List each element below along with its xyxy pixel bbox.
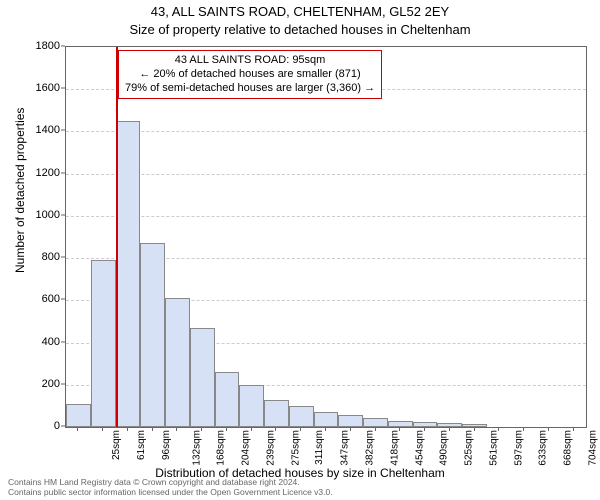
x-tick-mark xyxy=(573,427,574,431)
annotation-line1: 43 ALL SAINTS ROAD: 95sqm xyxy=(125,54,375,68)
x-tick-mark xyxy=(325,427,326,431)
x-tick-label: 597sqm xyxy=(513,430,524,466)
x-tick-mark xyxy=(251,427,252,431)
x-tick-label: 275sqm xyxy=(290,430,301,466)
y-tick-mark xyxy=(61,172,65,173)
y-tick-label: 600 xyxy=(10,293,60,305)
annotation-line2: ← 20% of detached houses are smaller (87… xyxy=(125,68,375,82)
y-tick-mark xyxy=(61,130,65,131)
x-tick-mark xyxy=(226,427,227,431)
histogram-bar xyxy=(338,415,363,427)
x-tick-mark xyxy=(449,427,450,431)
x-tick-label: 311sqm xyxy=(314,430,325,465)
x-tick-mark xyxy=(474,427,475,431)
footer-attribution: Contains HM Land Registry data © Crown c… xyxy=(8,478,333,498)
y-tick-mark xyxy=(61,383,65,384)
y-tick-label: 1600 xyxy=(10,82,60,94)
x-tick-mark xyxy=(350,427,351,431)
y-tick-mark xyxy=(61,426,65,427)
x-tick-label: 668sqm xyxy=(563,430,574,466)
x-tick-label: 61sqm xyxy=(136,430,147,460)
x-tick-mark xyxy=(275,427,276,431)
histogram-bar xyxy=(215,372,240,427)
plot-area xyxy=(65,46,587,428)
y-tick-mark xyxy=(61,341,65,342)
histogram-bar xyxy=(165,298,190,427)
annotation-line3: 79% of semi-detached houses are larger (… xyxy=(125,82,375,96)
x-tick-mark xyxy=(127,427,128,431)
histogram-bar xyxy=(437,423,462,427)
histogram-bar xyxy=(314,412,339,427)
y-tick-mark xyxy=(61,46,65,47)
y-axis-label: Number of detached properties xyxy=(13,213,27,273)
x-tick-label: 204sqm xyxy=(241,430,252,466)
x-tick-mark xyxy=(300,427,301,431)
histogram-bar xyxy=(66,404,91,427)
histogram-bar xyxy=(190,328,215,427)
x-tick-mark xyxy=(399,427,400,431)
y-tick-label: 400 xyxy=(10,336,60,348)
histogram-bar xyxy=(462,424,487,427)
histogram-bar xyxy=(363,418,388,428)
histogram-bar xyxy=(140,243,165,427)
y-tick-mark xyxy=(61,88,65,89)
x-tick-mark xyxy=(523,427,524,431)
x-tick-label: 561sqm xyxy=(488,430,499,466)
x-tick-mark xyxy=(375,427,376,431)
gridline xyxy=(66,131,586,132)
x-tick-label: 454sqm xyxy=(414,430,425,466)
y-tick-mark xyxy=(61,299,65,300)
x-tick-label: 418sqm xyxy=(389,430,400,466)
x-tick-label: 347sqm xyxy=(340,430,351,466)
x-tick-mark xyxy=(548,427,549,431)
histogram-bar xyxy=(91,260,116,427)
x-tick-label: 132sqm xyxy=(191,430,202,466)
x-tick-label: 382sqm xyxy=(365,430,376,466)
x-tick-label: 96sqm xyxy=(161,430,172,460)
y-tick-label: 1200 xyxy=(10,167,60,179)
x-tick-mark xyxy=(77,427,78,431)
y-tick-label: 1000 xyxy=(10,209,60,221)
x-tick-label: 490sqm xyxy=(439,430,450,466)
marker-line xyxy=(116,47,118,427)
y-tick-label: 0 xyxy=(10,420,60,432)
y-tick-mark xyxy=(61,214,65,215)
footer-line2: Contains public sector information licen… xyxy=(8,488,333,498)
gridline xyxy=(66,216,586,217)
annotation-box: 43 ALL SAINTS ROAD: 95sqm ← 20% of detac… xyxy=(118,50,382,99)
histogram-bar xyxy=(116,121,141,427)
chart-title-sub: Size of property relative to detached ho… xyxy=(0,22,600,37)
x-tick-mark xyxy=(498,427,499,431)
x-tick-label: 239sqm xyxy=(266,430,277,466)
x-tick-label: 168sqm xyxy=(216,430,227,466)
y-tick-mark xyxy=(61,257,65,258)
histogram-bar xyxy=(264,400,289,427)
histogram-bar xyxy=(239,385,264,427)
x-tick-mark xyxy=(102,427,103,431)
y-tick-label: 200 xyxy=(10,378,60,390)
x-tick-label: 704sqm xyxy=(587,430,598,466)
x-tick-mark xyxy=(176,427,177,431)
y-tick-label: 800 xyxy=(10,251,60,263)
y-tick-label: 1800 xyxy=(10,40,60,52)
x-tick-mark xyxy=(152,427,153,431)
gridline xyxy=(66,174,586,175)
chart-title-main: 43, ALL SAINTS ROAD, CHELTENHAM, GL52 2E… xyxy=(0,4,600,19)
x-tick-mark xyxy=(201,427,202,431)
histogram-bar xyxy=(289,406,314,427)
x-tick-label: 525sqm xyxy=(464,430,475,466)
y-tick-label: 1400 xyxy=(10,124,60,136)
x-tick-mark xyxy=(424,427,425,431)
x-tick-label: 633sqm xyxy=(538,430,549,466)
chart-container: 43, ALL SAINTS ROAD, CHELTENHAM, GL52 2E… xyxy=(0,0,600,500)
x-tick-label: 25sqm xyxy=(111,430,122,460)
